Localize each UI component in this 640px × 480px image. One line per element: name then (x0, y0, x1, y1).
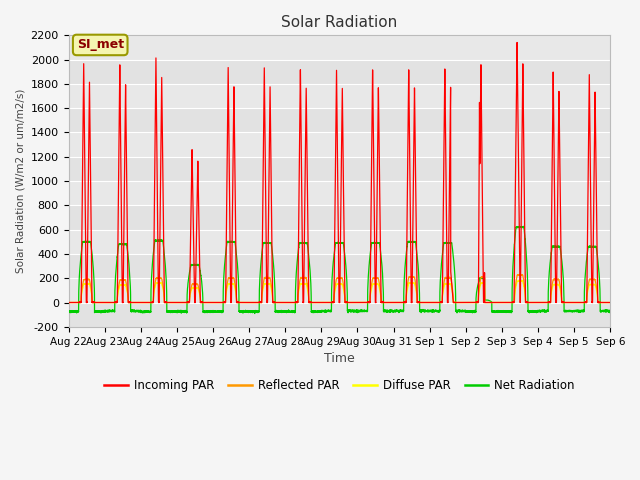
Bar (68, 157, 611, 181)
Y-axis label: Solar Radiation (W/m2 or um/m2/s): Solar Radiation (W/m2 or um/m2/s) (15, 89, 25, 273)
Bar (68, 108, 611, 132)
Title: Solar Radiation: Solar Radiation (281, 15, 397, 30)
Legend: Incoming PAR, Reflected PAR, Diffuse PAR, Net Radiation: Incoming PAR, Reflected PAR, Diffuse PAR… (99, 374, 579, 396)
Bar (68, 302, 611, 327)
Text: SI_met: SI_met (77, 38, 124, 51)
Bar (68, 205, 611, 229)
X-axis label: Time: Time (324, 352, 355, 365)
Bar (68, 60, 611, 84)
Bar (68, 254, 611, 278)
